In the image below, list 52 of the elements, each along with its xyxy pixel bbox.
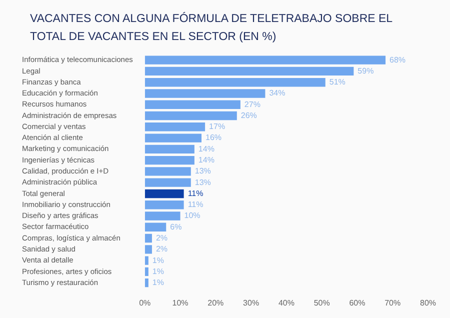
data-label: 1% xyxy=(152,278,164,288)
data-label: 51% xyxy=(329,78,346,87)
data-label: 10% xyxy=(184,211,200,220)
data-label: 6% xyxy=(170,222,182,232)
data-label: 26% xyxy=(240,110,257,120)
x-tick-label: 10% xyxy=(172,298,188,308)
bar xyxy=(144,111,237,120)
bar xyxy=(144,256,148,265)
data-label: 11% xyxy=(188,188,204,198)
bar xyxy=(144,89,266,98)
bar xyxy=(144,78,326,87)
x-tick-label: 0% xyxy=(139,298,151,308)
data-label: 34% xyxy=(269,88,286,98)
bar xyxy=(144,167,191,176)
bar xyxy=(144,122,206,132)
bar xyxy=(144,234,152,243)
data-label: 2% xyxy=(156,244,168,254)
x-tick-label: 70% xyxy=(384,298,401,308)
bar xyxy=(144,222,166,232)
x-tick-label: 60% xyxy=(349,298,366,308)
x-tick-label: 40% xyxy=(278,298,294,308)
bar xyxy=(144,200,184,210)
bar xyxy=(144,156,194,165)
data-label: 14% xyxy=(198,156,214,165)
bar xyxy=(144,189,184,198)
x-tick-label: 50% xyxy=(314,298,330,308)
chart-title: VACANTES CON ALGUNA FÓRMULA DE TELETRABAJO SOBRE EL TOTAL DE VACANTES EN EL SECTOR (EN %) xyxy=(30,11,394,45)
bar xyxy=(144,100,240,109)
bar xyxy=(144,245,152,254)
data-label: 27% xyxy=(244,100,260,109)
data-label: 11% xyxy=(188,200,204,210)
bar xyxy=(144,178,191,187)
bar xyxy=(144,278,148,288)
data-label: 59% xyxy=(358,66,374,76)
bar xyxy=(144,267,148,276)
data-label: 13% xyxy=(194,166,211,176)
bar xyxy=(144,212,180,220)
bar xyxy=(144,134,202,142)
data-label: 17% xyxy=(209,122,226,132)
data-label: 68% xyxy=(390,55,406,64)
bar xyxy=(144,66,354,76)
data-label: 16% xyxy=(206,133,222,142)
bar xyxy=(144,144,194,154)
data-label: 2% xyxy=(156,233,168,242)
data-label: 13% xyxy=(194,178,211,187)
data-label: 14% xyxy=(198,144,214,154)
x-tick-label: 30% xyxy=(243,298,260,308)
x-tick-label: 20% xyxy=(208,298,224,308)
bar xyxy=(144,56,386,64)
data-label: 1% xyxy=(152,256,164,265)
data-label: 1% xyxy=(152,266,164,276)
x-tick-label: 80% xyxy=(420,298,436,308)
